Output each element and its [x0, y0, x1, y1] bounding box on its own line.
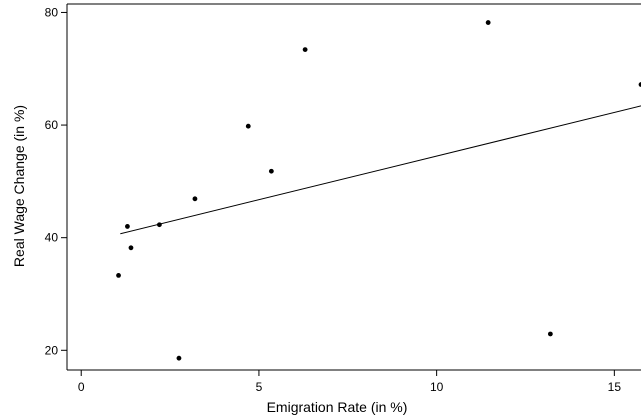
x-tick-label: 15: [608, 380, 622, 394]
data-point: [245, 123, 251, 129]
fit-line: [120, 105, 641, 235]
y-tick-label: 80: [45, 5, 59, 19]
x-tick-label: 5: [256, 380, 263, 394]
data-point: [128, 245, 134, 251]
data-point: [547, 331, 553, 337]
data-point: [268, 168, 274, 174]
data-point: [176, 355, 182, 361]
x-axis-ticks: 0 5 10 15: [78, 370, 621, 394]
data-point: [638, 82, 641, 87]
data-point: [485, 20, 491, 25]
plot-area: [66, 3, 641, 371]
y-axis-label: Real Wage Change (in %): [11, 105, 27, 267]
y-tick-label: 20: [45, 343, 59, 357]
data-point: [125, 224, 130, 229]
y-axis-ticks: 20 40 60 80: [45, 5, 67, 357]
x-tick-label: 10: [430, 380, 444, 394]
data-point: [302, 47, 308, 53]
data-point: [116, 273, 121, 278]
fit-line-group: [120, 105, 641, 235]
data-point: [192, 196, 198, 202]
x-tick-label: 0: [78, 380, 85, 394]
data-point: [157, 222, 162, 228]
scatter-points: [116, 20, 641, 361]
x-axis-label: Emigration Rate (in %): [267, 399, 408, 415]
y-tick-label: 60: [45, 118, 59, 132]
y-tick-label: 40: [45, 231, 59, 245]
